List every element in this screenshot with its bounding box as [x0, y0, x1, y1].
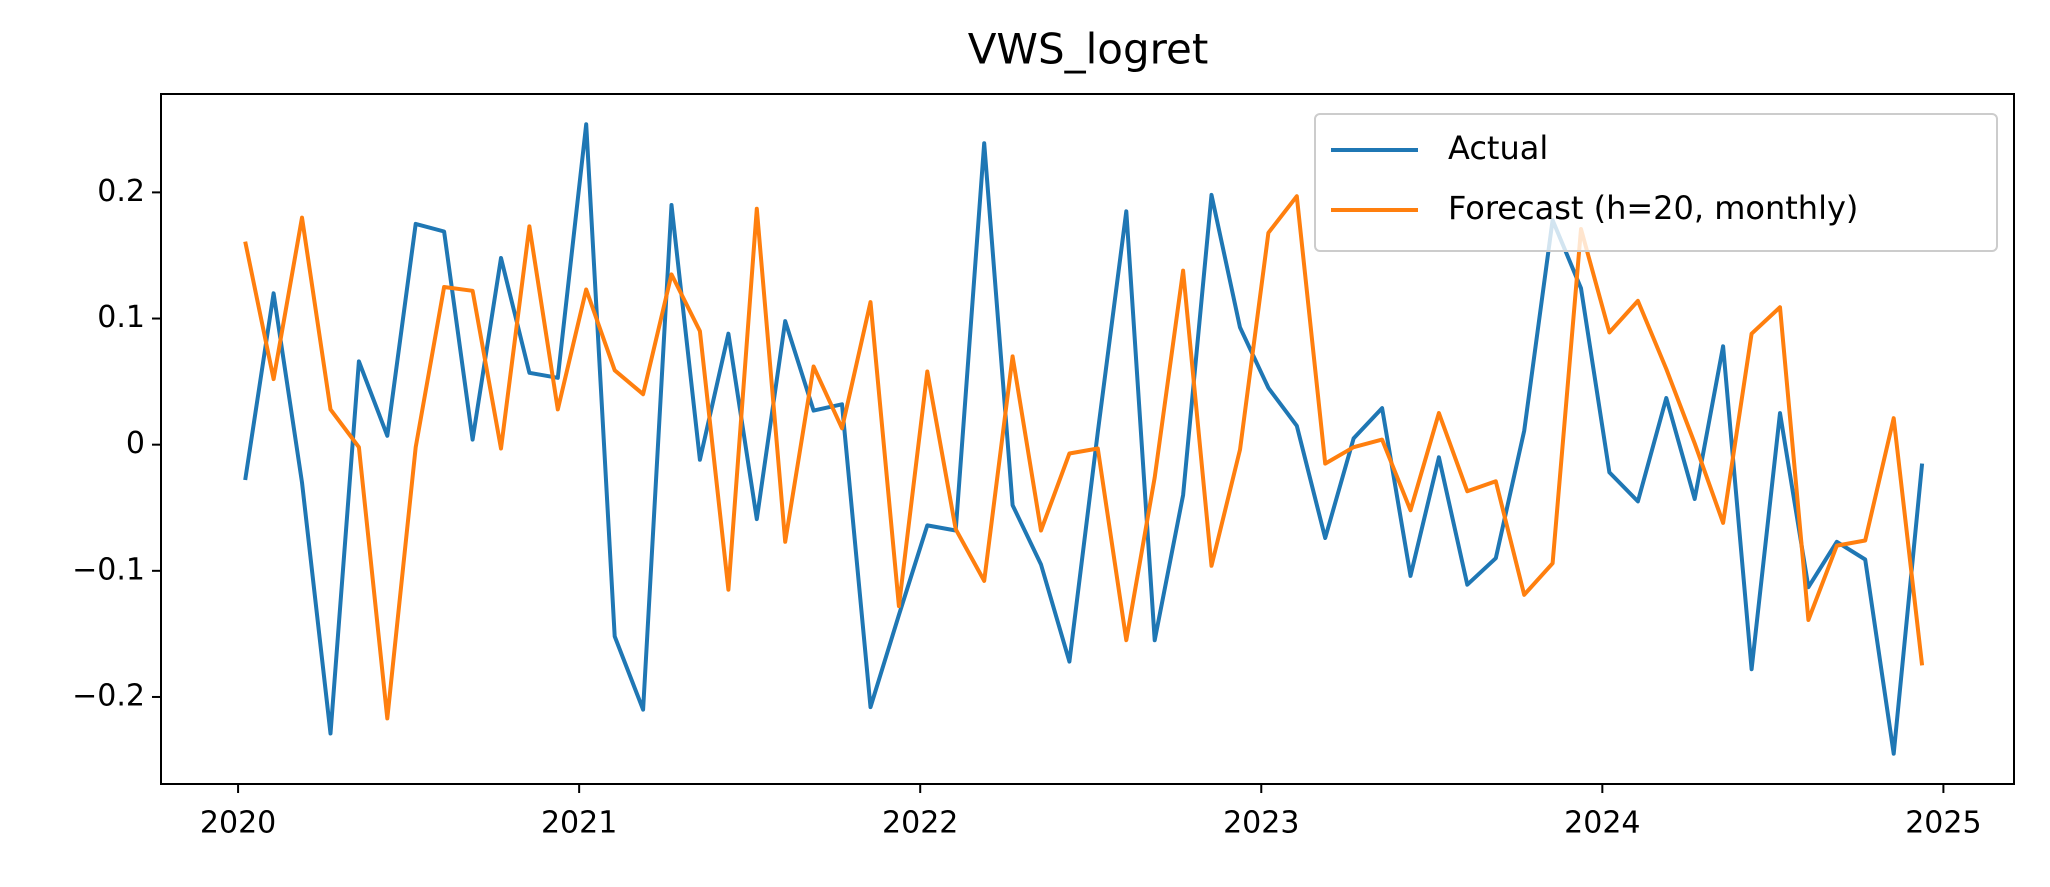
y-tick-label: −0.1	[72, 552, 145, 587]
y-tick-label: 0.2	[97, 174, 145, 209]
chart-title: VWS_logret	[968, 25, 1209, 74]
y-tick-label: −0.2	[72, 678, 145, 713]
legend-box	[1314, 113, 1998, 252]
x-tick-label: 2023	[1223, 806, 1299, 841]
x-tick-label: 2025	[1905, 806, 1981, 841]
y-tick-label: 0.1	[97, 300, 145, 335]
x-tick-label: 2021	[541, 806, 617, 841]
plot-frame	[160, 93, 2015, 785]
series-line	[243, 194, 1925, 721]
legend-label: Actual	[1448, 129, 1548, 167]
series-line	[243, 122, 1925, 756]
x-tick-label: 2020	[200, 806, 276, 841]
y-tick-label: 0	[126, 426, 145, 461]
x-tick-label: 2022	[882, 806, 958, 841]
x-tick-label: 2024	[1564, 806, 1640, 841]
legend: Actual Forecast (h=20, monthly)	[1314, 113, 1998, 252]
legend-label: Forecast (h=20, monthly)	[1448, 189, 1858, 227]
